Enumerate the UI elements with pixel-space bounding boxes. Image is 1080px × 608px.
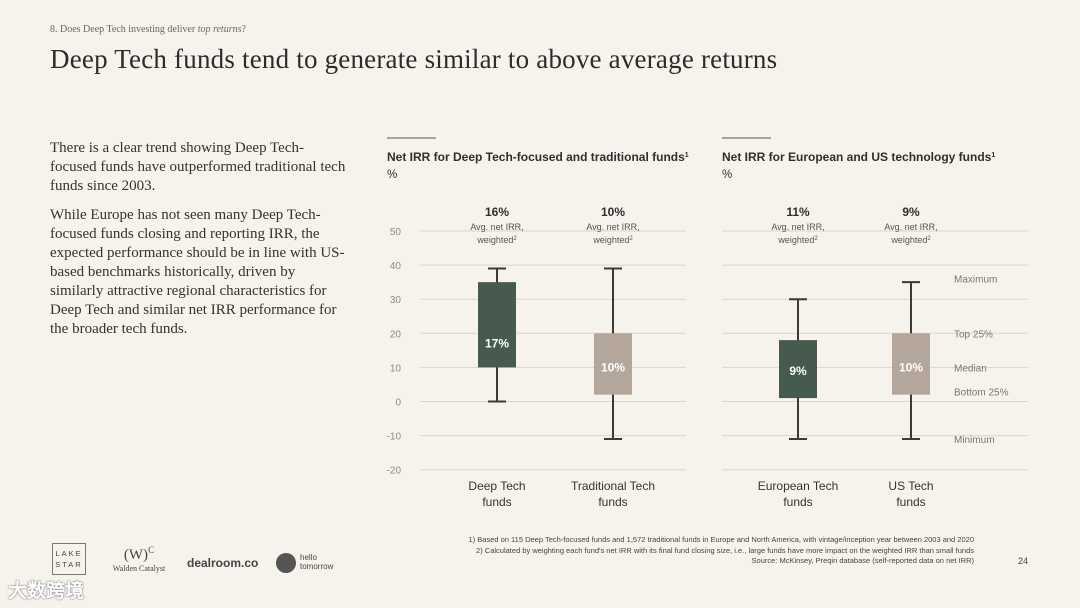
deep-tech-avg-label2: weighted2 — [476, 235, 517, 245]
breadcrumb-suffix: ? — [241, 24, 246, 35]
traditional-tech-group: 10% 10% Avg. net IRR, weighted2 Traditional … — [571, 205, 655, 509]
deep-tech-category-label: funds — [482, 495, 511, 509]
walden-mark: (W)C — [123, 545, 155, 563]
us-tech-box — [892, 333, 930, 395]
breadcrumb: 8. Does Deep Tech investing deliver top … — [50, 24, 246, 35]
watermark: 大数跨境 — [8, 581, 85, 602]
y-tick-label: 40 — [390, 261, 402, 272]
dealroom-logo: dealroom.co — [187, 556, 259, 570]
european-tech-group: 9% 11% Avg. net IRR, weighted2 European Tech… — [758, 205, 839, 509]
body-paragraph-1: There is a clear trend showing Deep Tech… — [50, 140, 346, 194]
lakestar-line1: LAKE — [55, 549, 83, 558]
deep-tech-avg-irr: 16% — [485, 205, 509, 219]
european-tech-box — [779, 340, 817, 399]
footnote-source: Source: McKinsey, Preqin database (self-… — [751, 556, 974, 565]
footnote-1: 1) Based on 115 Deep Tech-focused funds … — [468, 535, 974, 544]
legend-bottom25: Bottom 25% — [954, 387, 1009, 398]
y-tick-label: 0 — [395, 398, 401, 409]
traditional-tech-median-label: 10% — [601, 360, 625, 374]
legend-median: Median — [954, 363, 987, 374]
us-tech-group: 10% 9% Avg. net IRR, weighted2 US Tech funds — [884, 205, 937, 509]
traditional-tech-category-label: Traditional Tech — [571, 479, 655, 493]
deep-tech-category-label: Deep Tech — [468, 479, 525, 493]
lakestar-logo: LAKE STAR — [52, 543, 86, 575]
hello-tomorrow-mark-icon — [276, 553, 296, 573]
y-tick-label: 30 — [390, 295, 402, 306]
chart2-title: Net IRR for European and US technology f… — [722, 150, 995, 164]
us-tech-category-label: US Tech — [888, 479, 933, 493]
deep-tech-box — [478, 282, 516, 368]
legend-maximum: Maximum — [954, 275, 997, 286]
deep-tech-group: 17% 16% Avg. net IRR, weighted2 Deep Tech fun… — [468, 205, 525, 509]
traditional-tech-avg-label: Avg. net IRR, — [586, 222, 639, 232]
deep-tech-avg-label: Avg. net IRR, — [470, 222, 523, 232]
european-tech-avg-irr: 11% — [786, 205, 810, 219]
chart2-unit: % — [722, 169, 732, 181]
legend-minimum: Minimum — [954, 435, 995, 446]
traditional-tech-avg-irr: 10% — [601, 205, 625, 219]
us-tech-avg-label2: weighted2 — [890, 235, 931, 245]
y-tick-label: 20 — [390, 329, 402, 340]
european-tech-avg-label2: weighted2 — [777, 235, 818, 245]
y-tick-label: -20 — [387, 466, 402, 477]
breadcrumb-prefix: 8. Does Deep Tech investing deliver — [50, 24, 198, 35]
traditional-tech-category-label: funds — [598, 495, 627, 509]
us-tech-avg-label: Avg. net IRR, — [884, 222, 937, 232]
y-tick-label: 50 — [390, 227, 402, 238]
footnote-2: 2) Calculated by weighting each fund's n… — [476, 545, 974, 555]
y-tick-label: -10 — [387, 432, 402, 443]
charts-canvas: Net IRR for Deep Tech-focused and tradit… — [387, 137, 1028, 509]
traditional-tech-avg-label2: weighted2 — [592, 235, 633, 245]
us-tech-avg-irr: 9% — [902, 205, 920, 219]
legend-top25: Top 25% — [954, 329, 993, 340]
lakestar-line2: STAR — [55, 560, 83, 569]
page-title: Deep Tech funds tend to generate similar… — [50, 44, 778, 74]
deep-tech-median-label: 17% — [485, 337, 509, 351]
chart1-title: Net IRR for Deep Tech-focused and tradit… — [387, 150, 689, 164]
european-tech-avg-label: Avg. net IRR, — [771, 222, 824, 232]
walden-name: Walden Catalyst — [112, 564, 166, 573]
european-tech-category-label: funds — [783, 495, 812, 509]
hello-tomorrow-text: hello tomorrow — [300, 553, 334, 571]
page-number: 24 — [1018, 556, 1029, 566]
breadcrumb-emphasis: top returns — [197, 24, 242, 35]
walden-catalyst-logo: (W)C Walden Catalyst — [108, 545, 170, 573]
european-tech-category-label: European Tech — [758, 479, 839, 493]
chart1-unit: % — [387, 169, 397, 181]
body-paragraph-2: While Europe has not seen many Deep Tech… — [50, 207, 345, 337]
us-tech-median-label: 10% — [899, 360, 923, 374]
footnotes: 1) Based on 115 Deep Tech-focused funds … — [469, 535, 974, 567]
european-tech-median-label: 9% — [789, 364, 807, 378]
us-tech-category-label: funds — [896, 495, 925, 509]
y-tick-label: 10 — [390, 363, 402, 374]
traditional-tech-box — [594, 333, 632, 395]
